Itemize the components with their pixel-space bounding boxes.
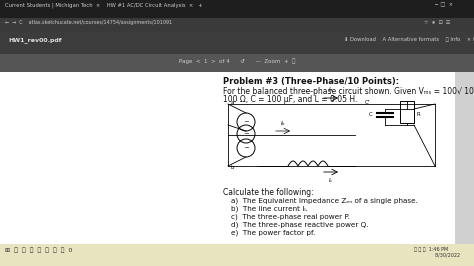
Text: b: b — [231, 165, 235, 170]
Bar — [0, 244, 474, 266]
Text: a: a — [231, 100, 235, 105]
Text: R: R — [417, 113, 421, 118]
Bar — [0, 32, 474, 54]
Bar — [400, 101, 414, 123]
Text: ⊞  🔍  📁  🗑  🌐  📧  🖥  💼  0: ⊞ 🔍 📁 🗑 🌐 📧 🖥 💼 0 — [5, 247, 73, 253]
Text: For the balanced three-phase circuit shown. Given Vₘₛ = 100√ 10³ V, f = 60 Hz, R: For the balanced three-phase circuit sho… — [223, 87, 474, 96]
Text: b)  The line current Iₗ.: b) The line current Iₗ. — [231, 206, 308, 213]
Text: C: C — [369, 113, 373, 118]
Bar — [0, 54, 474, 72]
Bar — [215, 72, 455, 244]
Text: e)  The power factor pf.: e) The power factor pf. — [231, 230, 315, 236]
Text: HW1_rev00.pdf: HW1_rev00.pdf — [8, 37, 62, 43]
Text: Problem #3 (Three-Phase/10 Points):: Problem #3 (Three-Phase/10 Points): — [223, 77, 399, 86]
Text: ~: ~ — [243, 145, 249, 151]
Bar — [0, 18, 474, 32]
Text: ─  □  ×: ─ □ × — [434, 2, 453, 7]
Text: ⬇ Download    A Alternative formats    ⓘ Info    × Close: ⬇ Download A Alternative formats ⓘ Info … — [344, 37, 474, 42]
Text: $I_b$: $I_b$ — [280, 119, 286, 128]
Text: ←  →  C    atlas.sketchucate.net/courses/14754/assignments/101091: ← → C atlas.sketchucate.net/courses/1475… — [5, 20, 172, 25]
Text: a)  The Equivalent Impedance Zₑₙ of a single phase.: a) The Equivalent Impedance Zₑₙ of a sin… — [231, 198, 418, 205]
Text: Current Students | Michigan Tech  ×    HW #1 AC/DC Circuit Analysis  ×   +: Current Students | Michigan Tech × HW #1… — [5, 2, 202, 7]
Bar — [455, 72, 474, 244]
Text: d)  The three-phase reactive power Q.: d) The three-phase reactive power Q. — [231, 222, 368, 228]
Text: $I_a$: $I_a$ — [328, 85, 334, 94]
Text: ☆  ★  ⊡  ☰: ☆ ★ ⊡ ☰ — [424, 20, 450, 25]
Text: C': C' — [365, 100, 370, 105]
Text: ~: ~ — [243, 131, 249, 137]
Text: c)  The three-phase real power P.: c) The three-phase real power P. — [231, 214, 350, 221]
Text: $I_c$: $I_c$ — [328, 176, 334, 185]
Text: 🔔 🌐 🔊  1:46 PM
              8/30/2022: 🔔 🌐 🔊 1:46 PM 8/30/2022 — [414, 247, 460, 258]
Text: Calculate the following:: Calculate the following: — [223, 188, 314, 197]
Text: ~: ~ — [243, 119, 249, 125]
Bar — [0, 0, 474, 18]
Text: Page  <  1  >  of 4      ↺      —  Zoom  +  ⤢: Page < 1 > of 4 ↺ — Zoom + ⤢ — [179, 58, 295, 64]
Text: 100 Ω, C = 100 μF, and L = 0.05 H.: 100 Ω, C = 100 μF, and L = 0.05 H. — [223, 95, 357, 104]
Bar — [0, 72, 215, 244]
